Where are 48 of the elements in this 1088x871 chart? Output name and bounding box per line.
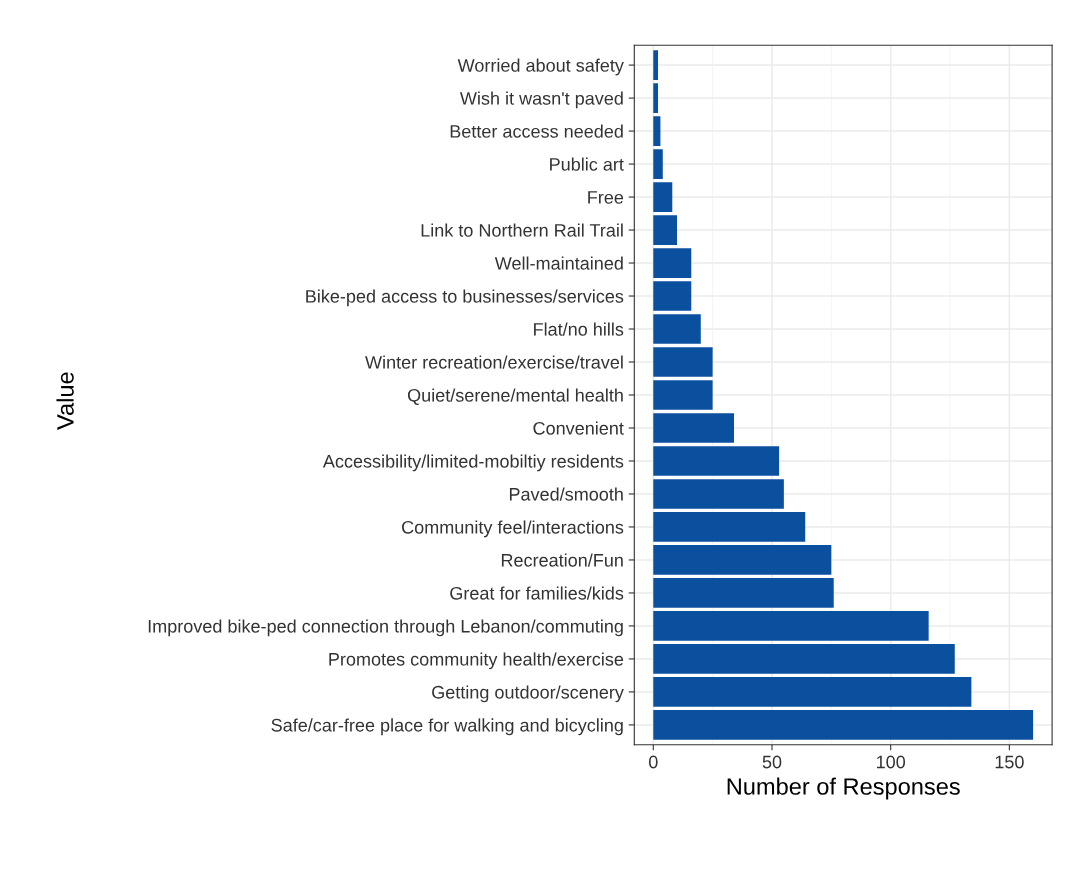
bar [653,215,678,245]
bar [653,677,972,707]
bar [653,710,1034,740]
y-tick-label: Flat/no hills [534,322,624,336]
x-tick-label: 100 [876,755,906,769]
y-tick-label: Accessibility/limited-mobiltiy residents [322,454,624,472]
y-tick-label: Well-maintained [494,256,623,270]
y-tick-label: Better access needed [450,124,623,138]
y-tick-label: Paved/smooth [509,487,623,501]
bar [653,248,692,278]
bar [653,446,780,476]
bar [653,182,673,212]
y-tick-label: Great for families/kids [450,586,624,600]
x-tick-label: 150 [995,755,1024,769]
x-tick-label: 0 [648,755,658,769]
y-tick-label: Worried about safety [457,58,624,76]
y-tick-label: Improved bike-ped connection through Lebanon/commuting [148,619,623,637]
bar [653,50,659,80]
y-tick-label: Bike-ped access to businesses/services [306,289,624,307]
y-tick-label: Wish it wasn't paved [459,91,623,109]
bar [653,314,701,344]
bar [653,83,659,113]
x-tick-label: 50 [762,755,782,769]
x-axis-title: Number of Responses [727,777,960,800]
bar [653,512,806,542]
y-tick-label: Quiet/serene/mental health [407,388,623,405]
bar [653,644,955,674]
y-tick-label: Free [588,191,624,204]
y-tick-label: Public art [550,157,624,171]
y-tick-label: Recreation/Fun [501,553,623,567]
y-tick-label: Link to Northern Rail Trail [421,223,623,237]
y-tick-label: Convenient [533,421,624,435]
y-tick-label: Winter recreation/exercise/travel [365,355,623,369]
bar [653,413,734,443]
y-tick-label: Getting outdoor/scenery [432,685,624,703]
bar [653,611,929,641]
bar [653,578,834,608]
bar [653,479,784,509]
bar [653,149,663,179]
bar [653,116,661,146]
y-tick-label: Promotes community health/exercise [329,652,624,670]
y-tick-label: Community feel/interactions [402,520,624,538]
bar [653,545,832,575]
bar [653,380,713,410]
bar [653,281,692,311]
y-axis-title: Value [56,372,74,430]
y-tick-label: Safe/car-free place for walking and bicycling [271,718,623,736]
bar [653,347,713,377]
